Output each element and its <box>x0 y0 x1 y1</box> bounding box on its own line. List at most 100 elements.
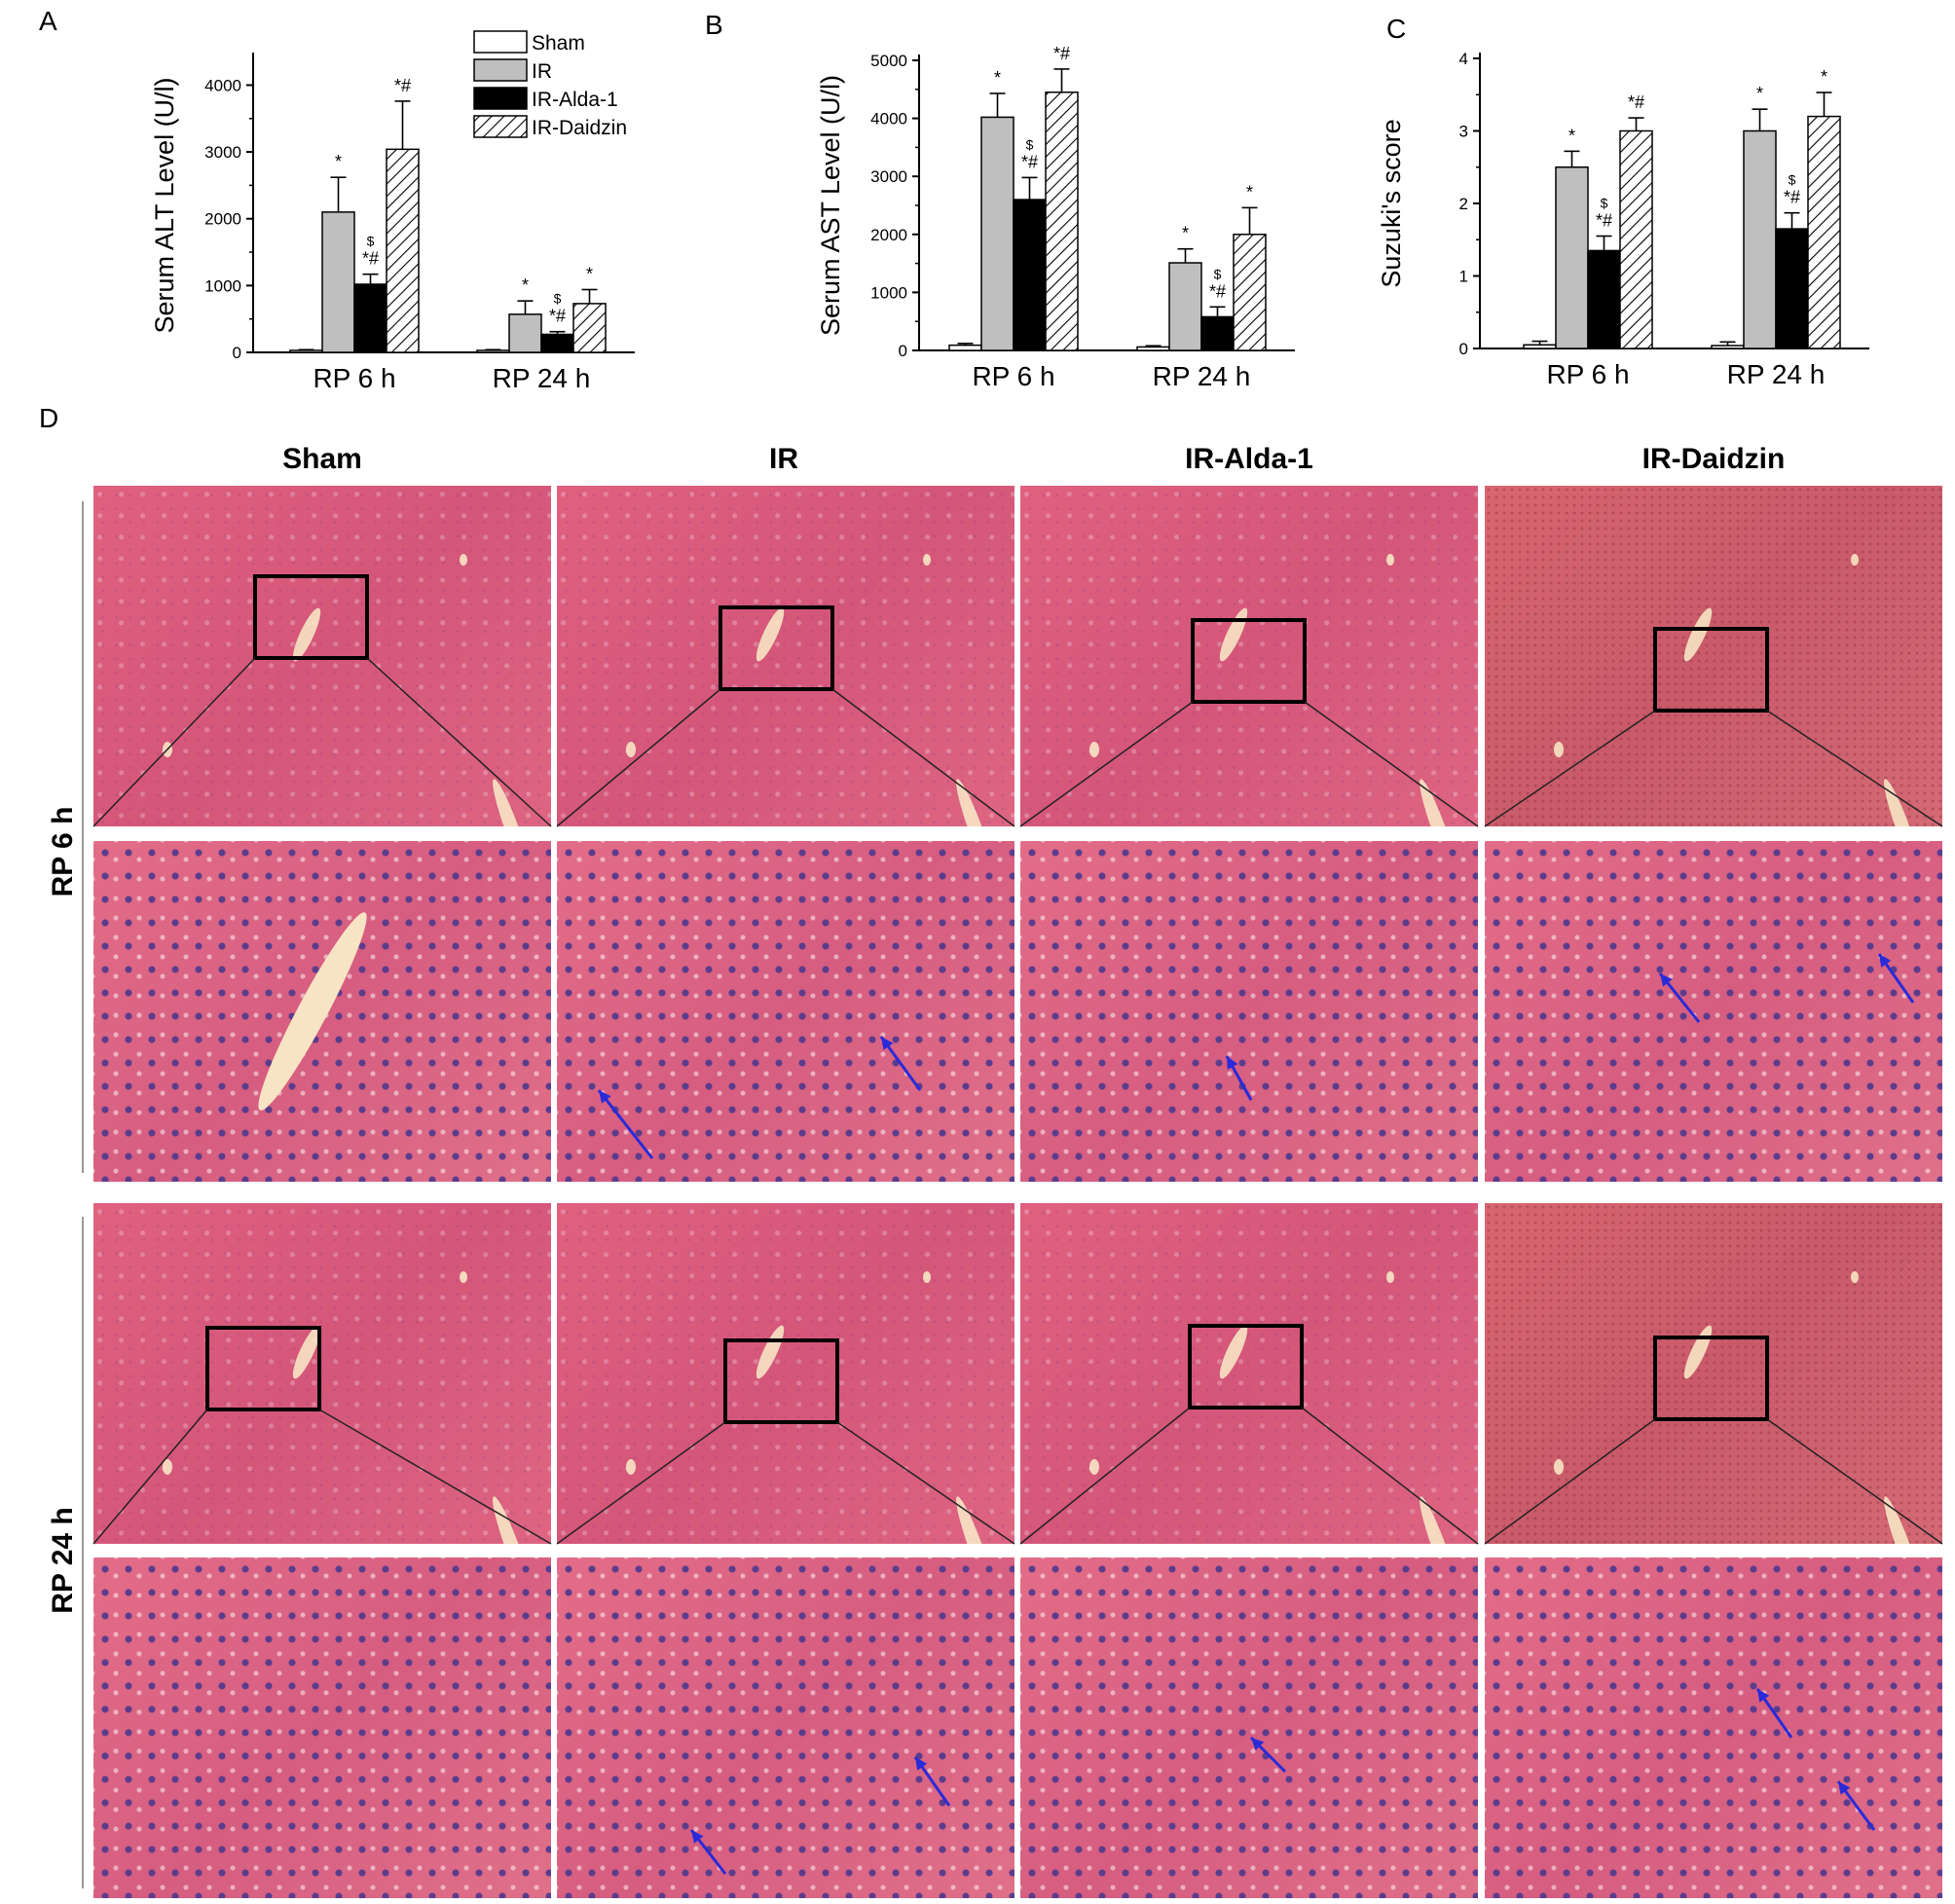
significance-mark: $ <box>1789 172 1796 188</box>
significance-mark: *# <box>1209 281 1226 301</box>
row-title-rp6h: RP 6 h <box>47 806 79 897</box>
legend-swatch <box>473 30 528 54</box>
histology-image <box>93 1557 551 1898</box>
vessel-lumen <box>1553 1458 1564 1475</box>
histology-image <box>557 841 1014 1182</box>
x-category-label: RP 6 h <box>1546 359 1629 389</box>
significance-mark: *# <box>1784 188 1800 207</box>
histology-image <box>1020 486 1478 826</box>
significance-mark: * <box>1246 182 1253 201</box>
histology-image <box>1020 841 1478 1182</box>
row-divider-24h <box>82 1217 84 1888</box>
vessel-lumen <box>460 554 467 566</box>
y-tick-label: 4 <box>1459 50 1468 68</box>
vessel-lumen <box>1878 776 1929 826</box>
x-category-label: RP 24 h <box>1153 361 1251 391</box>
y-tick-label: 0 <box>233 344 241 362</box>
vessel-lumen <box>287 604 325 664</box>
histology-image <box>1020 1557 1478 1898</box>
y-tick-label: 5000 <box>870 52 907 70</box>
vessel-lumen <box>487 1493 537 1544</box>
y-axis-label: Suzuki's score <box>1377 119 1406 287</box>
x-category-label: RP 6 h <box>972 361 1054 391</box>
bar-ir-daidzin <box>572 303 607 353</box>
histology-image <box>93 841 551 1182</box>
legend-label: IR-Alda-1 <box>532 89 618 111</box>
significance-mark: *# <box>1628 92 1644 112</box>
x-category-label: RP 24 h <box>493 363 591 393</box>
bar-ir-alda-1 <box>540 333 574 353</box>
histology-image <box>1020 1203 1478 1544</box>
y-axis-label: Serum AST Level (U/l) <box>816 75 845 336</box>
y-tick-label: 4000 <box>204 76 241 94</box>
vessel-lumen <box>950 1493 1001 1544</box>
significance-mark: *# <box>1021 152 1038 171</box>
vessel-lumen <box>1214 1322 1252 1381</box>
row-divider-6h <box>82 501 84 1173</box>
bar-ir-alda-1 <box>1775 228 1809 349</box>
vessel-lumen <box>923 554 931 566</box>
significance-mark: *# <box>362 249 379 269</box>
bar-ir-daidzin <box>1045 92 1079 351</box>
vessel-lumen <box>1553 741 1564 757</box>
bar-ir <box>508 313 542 353</box>
significance-mark: *# <box>394 76 411 95</box>
bar-ir-alda-1 <box>353 283 387 353</box>
bar-ir-alda-1 <box>1200 315 1235 351</box>
legend-swatch <box>473 115 528 138</box>
x-category-label: RP 24 h <box>1727 359 1826 389</box>
vessel-lumen <box>1678 1322 1716 1381</box>
bar-ir-alda-1 <box>1587 249 1621 349</box>
vessel-lumen <box>1386 554 1394 566</box>
significance-mark: $ <box>554 291 562 307</box>
panel-label-a: A <box>39 6 57 36</box>
bar-ir <box>1168 262 1202 351</box>
bar-sham <box>476 349 510 353</box>
y-tick-label: 3000 <box>204 143 241 162</box>
histology-image <box>1485 1557 1942 1898</box>
vessel-lumen <box>1386 1271 1394 1283</box>
vessel-lumen <box>287 1322 325 1381</box>
y-tick-label: 3 <box>1459 123 1468 141</box>
vessel-lumen <box>1414 1493 1464 1544</box>
panel-label-c: C <box>1386 14 1407 44</box>
significance-mark: *# <box>1053 44 1070 63</box>
vessel-lumen <box>950 776 1001 826</box>
vessel-lumen <box>1414 776 1464 826</box>
vessel-lumen <box>1851 554 1859 566</box>
bar-ir <box>321 211 355 353</box>
vessel-lumen <box>751 1322 789 1381</box>
significance-mark: * <box>586 264 593 283</box>
y-tick-label: 1000 <box>204 276 241 295</box>
y-tick-label: 0 <box>899 342 907 360</box>
y-tick-label: 2000 <box>870 226 907 244</box>
histology-image <box>1485 841 1942 1182</box>
panel-label-b: B <box>705 10 723 40</box>
vessel-lumen <box>1678 604 1716 664</box>
significance-mark: * <box>522 275 529 295</box>
bar-ir-alda-1 <box>1013 199 1047 351</box>
vessel-lumen <box>1088 1458 1099 1475</box>
y-tick-label: 0 <box>1459 340 1468 358</box>
bar-sham <box>1711 345 1745 349</box>
significance-mark: *# <box>1596 211 1612 231</box>
bar-sham <box>948 344 982 351</box>
central-vein <box>246 905 379 1117</box>
significance-mark: * <box>1756 84 1763 103</box>
histology-image <box>557 486 1014 826</box>
bar-sham <box>289 349 323 353</box>
y-tick-label: 2 <box>1459 195 1468 213</box>
vessel-lumen <box>162 1458 172 1475</box>
y-tick-label: 2000 <box>204 210 241 229</box>
row-title-rp24h: RP 24 h <box>47 1507 79 1614</box>
bar-ir-daidzin <box>1233 234 1267 351</box>
x-category-label: RP 6 h <box>313 363 395 393</box>
histology-image <box>93 486 551 826</box>
vessel-lumen <box>625 1458 636 1475</box>
y-tick-label: 1 <box>1459 268 1468 286</box>
bar-ir <box>1743 129 1777 349</box>
y-tick-label: 1000 <box>870 283 907 302</box>
vessel-lumen <box>625 741 636 757</box>
bar-sham <box>1136 346 1170 351</box>
bar-ir-daidzin <box>1619 129 1653 349</box>
